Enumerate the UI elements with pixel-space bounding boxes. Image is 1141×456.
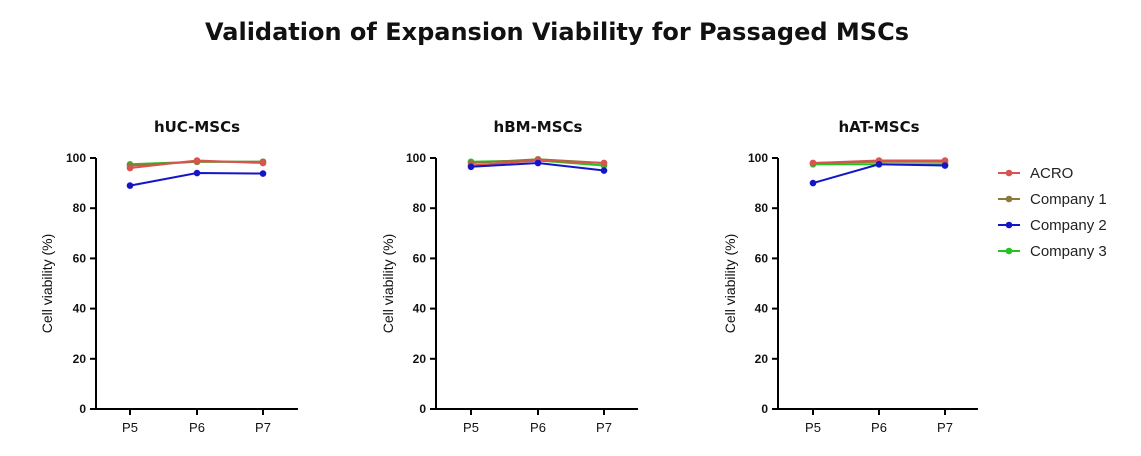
panel-1-y-tick-label: 20	[73, 352, 87, 366]
panel-2-y-tick-label: 40	[413, 302, 427, 316]
panel-3-data-point-company-2	[875, 160, 883, 168]
chart-main-title: Validation of Expansion Viability for Pa…	[205, 18, 909, 46]
panel-3-y-tick-label: 0	[761, 402, 768, 416]
panel-2-data-point-company-2	[600, 167, 608, 174]
panel-3-data-point-company-2	[941, 162, 949, 169]
panel-2-x-tick-label: P5	[463, 420, 479, 435]
panel-1-data-point-company-2	[193, 169, 201, 177]
panel-2-data-point-company-2	[534, 159, 542, 167]
panel-3-y-tick-label: 40	[755, 302, 769, 316]
legend-label-company-1: Company 1	[1030, 191, 1107, 208]
panel-3-data-point-acro	[809, 159, 817, 167]
panel-3-title: hAT-MSCs	[838, 118, 919, 136]
legend-swatch-marker-company-1	[1005, 195, 1013, 203]
legend-label-acro: ACRO	[1030, 165, 1073, 182]
panel-3-x-tick-label: P6	[871, 420, 887, 435]
panel-2-y-axis-label: Cell viability (%)	[380, 234, 396, 334]
panel-3-y-tick-label: 100	[748, 151, 768, 165]
panel-1-y-tick-label: 0	[79, 402, 86, 416]
panel-3-y-tick-label: 80	[755, 201, 769, 215]
panel-2-y-tick-label: 80	[413, 201, 427, 215]
panel-3-x-tick-label: P5	[805, 420, 821, 435]
panel-2-data-point-company-2	[467, 163, 475, 171]
panel-1-data-point-acro	[193, 157, 201, 164]
panel-1-title: hUC-MSCs	[154, 118, 240, 136]
panel-1-y-tick-label: 60	[73, 251, 87, 265]
panel-1-data-point-company-2	[259, 170, 267, 177]
panel-2-title: hBM-MSCs	[494, 118, 583, 136]
legend-swatch-marker-company-2	[1005, 221, 1013, 229]
panel-3-data-point-acro	[941, 157, 949, 164]
panel-3-x-tick-label: P7	[937, 420, 953, 435]
panel-1-y-tick-label: 80	[73, 201, 87, 215]
legend-swatch-marker-acro	[1005, 169, 1013, 177]
panel-2-y-tick-label: 100	[406, 151, 426, 165]
panel-2-y-tick-label: 60	[413, 251, 427, 265]
panel-1-y-tick-label: 100	[66, 151, 86, 165]
panel-2-y-tick-label: 0	[419, 402, 426, 416]
panel-1-x-tick-label: P6	[189, 420, 205, 435]
panel-1-data-point-acro	[259, 159, 267, 167]
panel-3-y-tick-label: 60	[755, 251, 769, 265]
panel-1-x-tick-label: P7	[255, 420, 271, 435]
panel-1-data-point-acro	[126, 164, 134, 172]
legend-label-company-3: Company 3	[1030, 243, 1107, 260]
panel-1-y-axis-label: Cell viability (%)	[39, 234, 55, 334]
panel-3-y-axis-label: Cell viability (%)	[722, 234, 738, 334]
panel-2-y-tick-label: 20	[413, 352, 427, 366]
panel-3-data-point-company-2	[809, 179, 817, 187]
panel-2-data-point-acro	[600, 159, 608, 167]
panel-1-y-tick-label: 40	[73, 302, 87, 316]
legend-swatch-marker-company-3	[1005, 247, 1013, 255]
panel-2-x-tick-label: P6	[530, 420, 546, 435]
legend-label-company-2: Company 2	[1030, 217, 1107, 234]
panel-1-data-point-company-2	[126, 182, 134, 189]
panel-1-x-tick-label: P5	[122, 420, 138, 435]
panel-2-x-tick-label: P7	[596, 420, 612, 435]
panel-3-y-tick-label: 20	[755, 352, 769, 366]
